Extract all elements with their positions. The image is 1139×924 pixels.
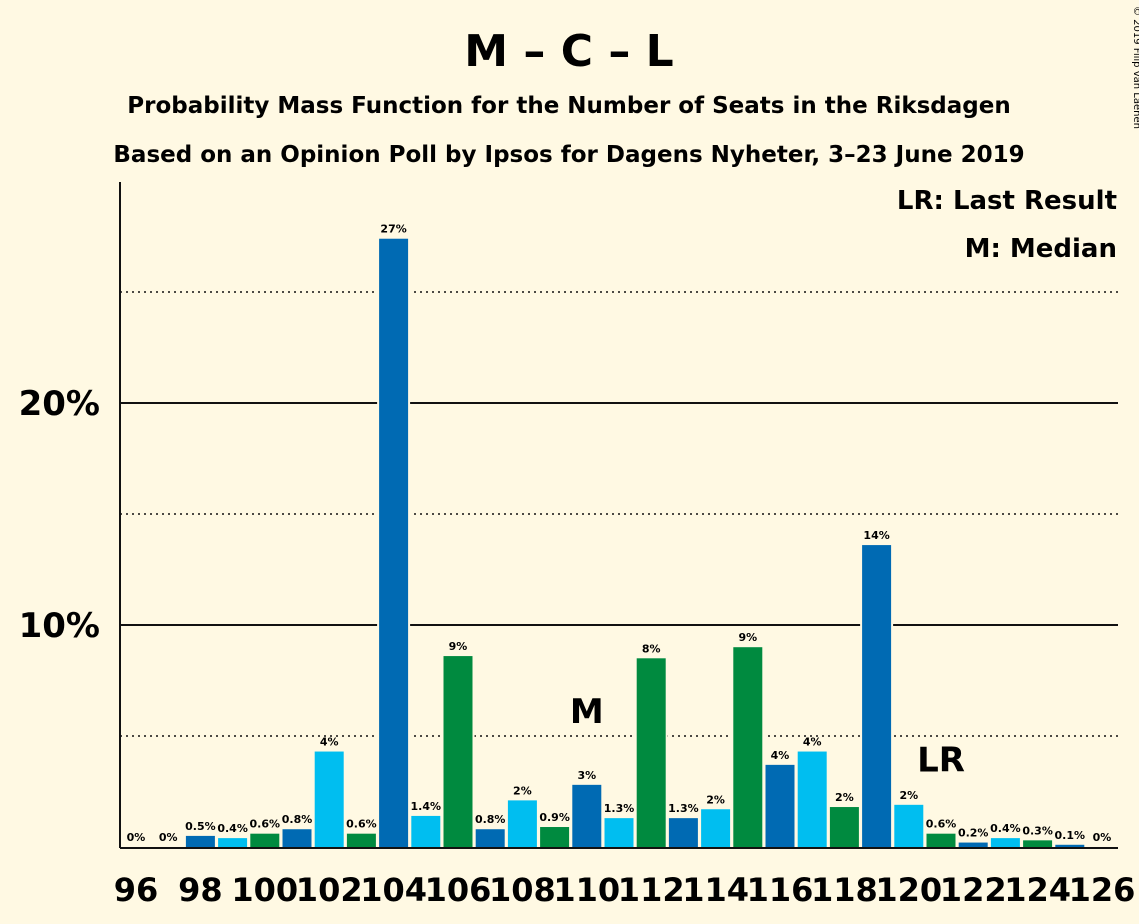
- bar-label-105: 1.4%: [411, 800, 442, 813]
- bar-105: [411, 815, 441, 847]
- bar-label-107: 0.8%: [475, 813, 506, 826]
- bar-label-118: 2%: [835, 791, 854, 804]
- markers: M LR: [570, 692, 965, 781]
- bar-110: [572, 784, 602, 847]
- y-tick-label: 20%: [19, 384, 100, 424]
- bar-120: [894, 804, 924, 847]
- bar-label-116: 4%: [771, 749, 790, 762]
- bar-label-108: 2%: [513, 784, 532, 797]
- x-tick-label-114: 114: [682, 871, 749, 909]
- bar-label-120: 2%: [899, 789, 918, 802]
- bar-106: [443, 656, 473, 847]
- axes: 10% 20% 96 98 100102104106108110112114116118…: [19, 182, 1136, 909]
- bar-125: [1055, 844, 1085, 847]
- bar-label-114: 2%: [706, 793, 725, 806]
- x-tick-label-98: 98: [178, 871, 223, 909]
- bar-124: [1023, 840, 1053, 847]
- bar-label-122: 0.2%: [958, 827, 989, 840]
- marker-m: M: [570, 692, 604, 732]
- bar-101: [282, 829, 312, 847]
- chart-title: M – C – L: [464, 26, 673, 77]
- x-tick-label-126: 126: [1069, 871, 1136, 909]
- bar-label-102: 4%: [320, 736, 339, 749]
- bar-122: [958, 842, 988, 847]
- legend-last-result: LR: Last Result: [897, 186, 1117, 216]
- x-tick-label-102: 102: [296, 871, 363, 909]
- bar-117: [797, 751, 827, 847]
- copyright-text: © 2019 Filip van Laenen: [1131, 6, 1139, 129]
- bars: [183, 236, 1087, 848]
- x-tick-label-100: 100: [231, 871, 298, 909]
- bar-108: [507, 800, 537, 847]
- x-tick-label-108: 108: [489, 871, 556, 909]
- bar-104: [379, 238, 409, 848]
- bar-98: [185, 835, 215, 847]
- x-tick-label-96: 96: [114, 871, 159, 909]
- bar-label-125: 0.1%: [1055, 829, 1086, 842]
- x-tick-label-122: 122: [940, 871, 1007, 909]
- chart-subtitle: Probability Mass Function for the Number…: [127, 93, 1010, 119]
- bar-121: [926, 833, 956, 847]
- bar-116: [765, 764, 795, 847]
- x-tick-label-112: 112: [618, 871, 685, 909]
- bar-label-117: 4%: [803, 736, 822, 749]
- bar-123: [990, 838, 1020, 847]
- x-tick-label-104: 104: [360, 871, 427, 909]
- x-tick-label-106: 106: [425, 871, 492, 909]
- bar-label-123: 0.4%: [990, 822, 1021, 835]
- bar-100: [250, 833, 280, 847]
- bar-label-103: 0.6%: [346, 818, 377, 831]
- bar-115: [733, 647, 763, 847]
- y-tick-label: 10%: [19, 606, 100, 646]
- bar-label-101: 0.8%: [282, 813, 313, 826]
- bar-label-100: 0.6%: [250, 818, 281, 831]
- bar-label-113: 1.3%: [668, 802, 699, 815]
- bar-label-112: 8%: [642, 642, 661, 655]
- bar-label-121: 0.6%: [926, 818, 957, 831]
- bar-103: [346, 833, 376, 847]
- bar-label-110: 3%: [577, 769, 596, 782]
- x-tick-label-120: 120: [875, 871, 942, 909]
- legend-median: M: Median: [965, 234, 1117, 264]
- bar-label-124: 0.3%: [1022, 824, 1053, 837]
- marker-lr: LR: [917, 741, 965, 781]
- bar-labels: 0% 0%0.5% 0.4% 0.6% 0.8%4%0.6%27%1.4%9%0.8%2…: [127, 223, 1112, 844]
- bar-label-99: 0.4%: [217, 822, 248, 835]
- bar-114: [701, 809, 731, 847]
- bar-label-126: 0%: [1093, 831, 1112, 844]
- bar-label-98: 0.5%: [185, 820, 216, 833]
- grid-lines: [120, 291, 1118, 737]
- x-tick-label-124: 124: [1004, 871, 1071, 909]
- chart-subtitle-2: Based on an Opinion Poll by Ipsos for Da…: [113, 142, 1024, 168]
- bar-109: [540, 827, 570, 847]
- bar-102: [314, 751, 344, 847]
- bar-label-115: 9%: [738, 631, 757, 644]
- bar-113: [668, 818, 698, 847]
- bar-111: [604, 818, 634, 847]
- x-tick-label-116: 116: [747, 871, 814, 909]
- x-tick-label-110: 110: [553, 871, 620, 909]
- bar-112: [636, 658, 666, 847]
- x-tick-label-118: 118: [811, 871, 878, 909]
- bar-label-96: 0%: [127, 831, 146, 844]
- bar-99: [218, 838, 248, 847]
- bar-118: [829, 807, 859, 847]
- bar-label-106: 9%: [449, 640, 468, 653]
- bar-label-104: 27%: [380, 223, 406, 236]
- bar-label-111: 1.3%: [604, 802, 635, 815]
- bar-label-119: 14%: [863, 529, 889, 542]
- bar-label-109: 0.9%: [539, 811, 570, 824]
- bar-107: [475, 829, 505, 847]
- bar-label-97: 0%: [159, 831, 178, 844]
- bar-119: [862, 545, 892, 847]
